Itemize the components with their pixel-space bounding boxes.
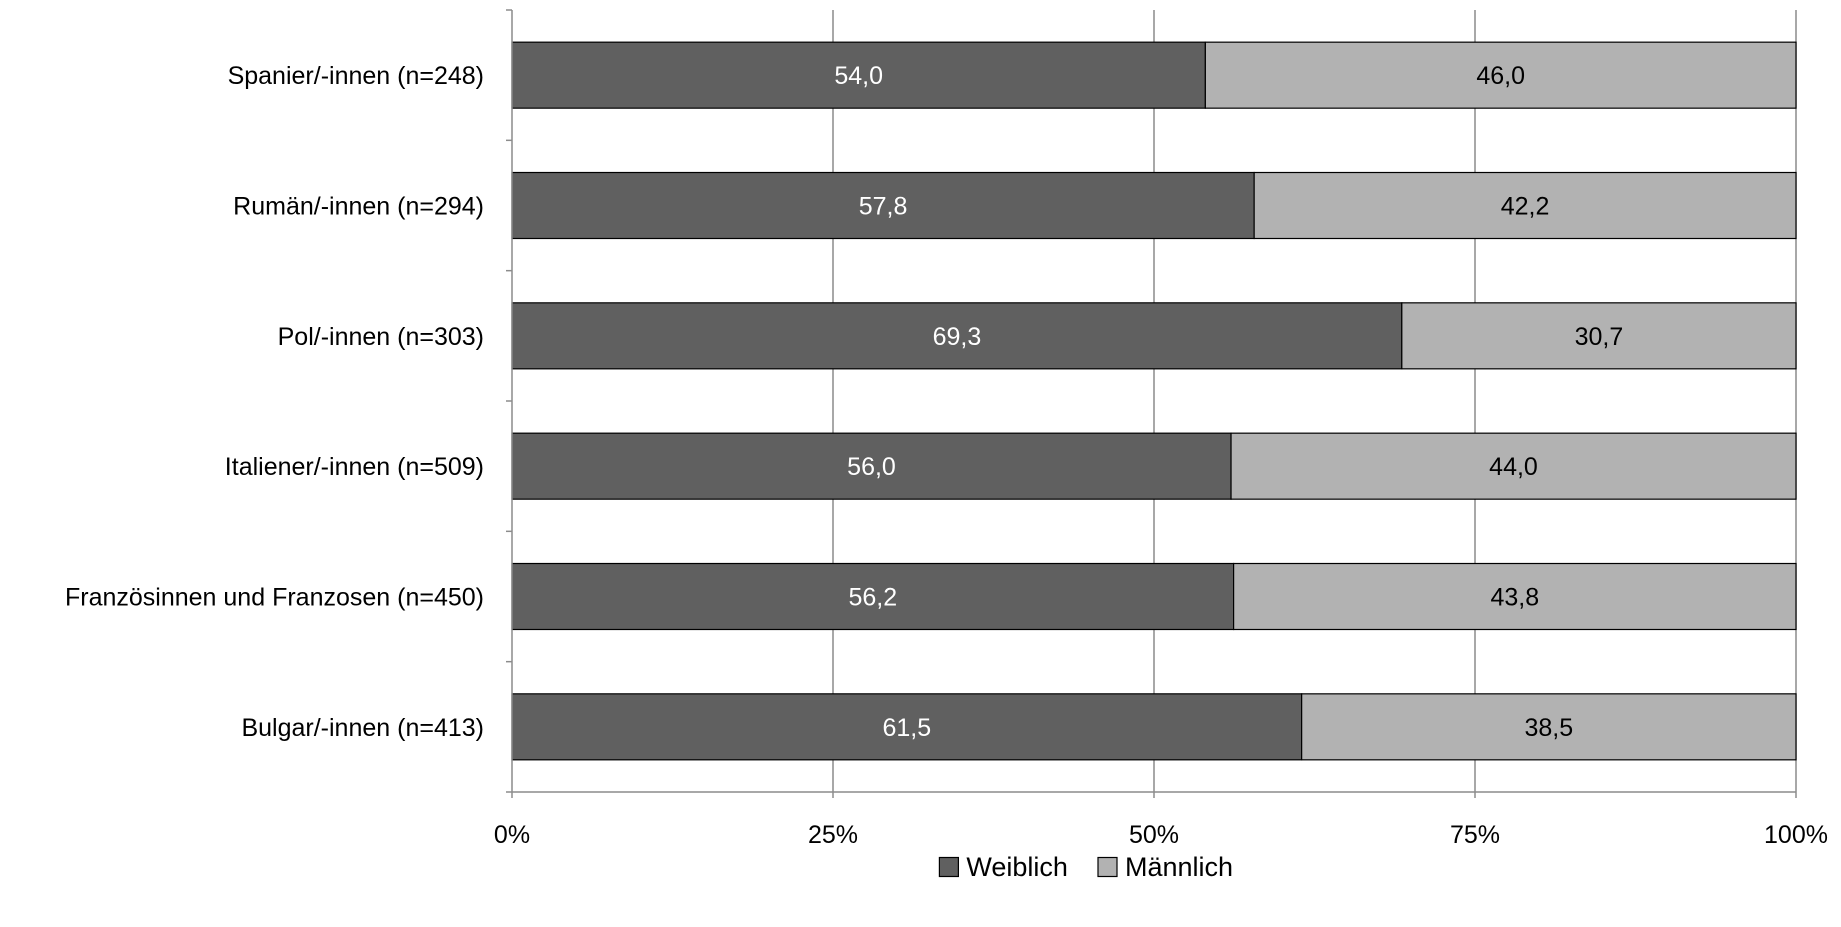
bar-maennlich-4 (1233, 562, 1797, 631)
data-label-weiblich-1: 57,8 (859, 193, 908, 221)
bar-maennlich-2 (1401, 302, 1797, 370)
data-label-weiblich-2: 69,3 (933, 323, 982, 351)
data-label-maennlich-0: 46,0 (1476, 62, 1525, 90)
data-label-maennlich-4: 43,8 (1490, 584, 1539, 612)
category-label-4: Französinnen und Franzosen (n=450) (65, 584, 484, 612)
data-label-maennlich-2: 30,7 (1575, 323, 1624, 351)
bar-maennlich-0 (1204, 41, 1797, 109)
bars (511, 41, 1797, 761)
bar-maennlich-5 (1301, 693, 1797, 761)
data-label-maennlich-1: 42,2 (1501, 193, 1550, 221)
data-label-weiblich-5: 61,5 (882, 714, 931, 742)
legend-label-weiblich: Weiblich (966, 852, 1068, 882)
bar-weiblich-1 (511, 171, 1255, 240)
bar-weiblich-3 (511, 432, 1232, 500)
axes (506, 9, 1797, 798)
x-tick-label-0: 0% (494, 821, 530, 849)
category-label-5: Bulgar/-innen (n=413) (241, 714, 484, 742)
x-tick-label-75: 75% (1450, 821, 1500, 849)
labels: 0% 25% 50% 75% 100% 54,0 46,0 Spanier/-innen (n… (65, 62, 1828, 849)
x-tick-label-25: 25% (808, 821, 858, 849)
legend-swatch-maennlich (1097, 856, 1118, 878)
legend-swatch-weiblich (938, 856, 960, 878)
legend-label-maennlich: Männlich (1125, 852, 1233, 882)
bar-maennlich-1 (1253, 171, 1797, 240)
gridlines (832, 10, 1797, 792)
data-label-weiblich-0: 54,0 (834, 62, 883, 90)
data-label-maennlich-5: 38,5 (1524, 714, 1573, 742)
category-label-0: Spanier/-innen (n=248) (228, 62, 484, 90)
data-label-maennlich-3: 44,0 (1489, 453, 1538, 481)
data-label-weiblich-3: 56,0 (847, 453, 896, 481)
category-label-2: Pol/-innen (n=303) (278, 323, 484, 351)
x-tick-label-50: 50% (1129, 821, 1179, 849)
bar-weiblich-0 (511, 41, 1206, 109)
data-label-weiblich-4: 56,2 (848, 584, 897, 612)
category-label-3: Italiener/-innen (n=509) (225, 453, 484, 481)
bar-maennlich-3 (1230, 432, 1797, 500)
category-label-1: Rumän/-innen (n=294) (233, 193, 484, 221)
x-tick-label-100: 100% (1764, 821, 1828, 849)
bar-weiblich-4 (511, 562, 1235, 631)
legend: Weiblich Männlich (938, 852, 1233, 882)
